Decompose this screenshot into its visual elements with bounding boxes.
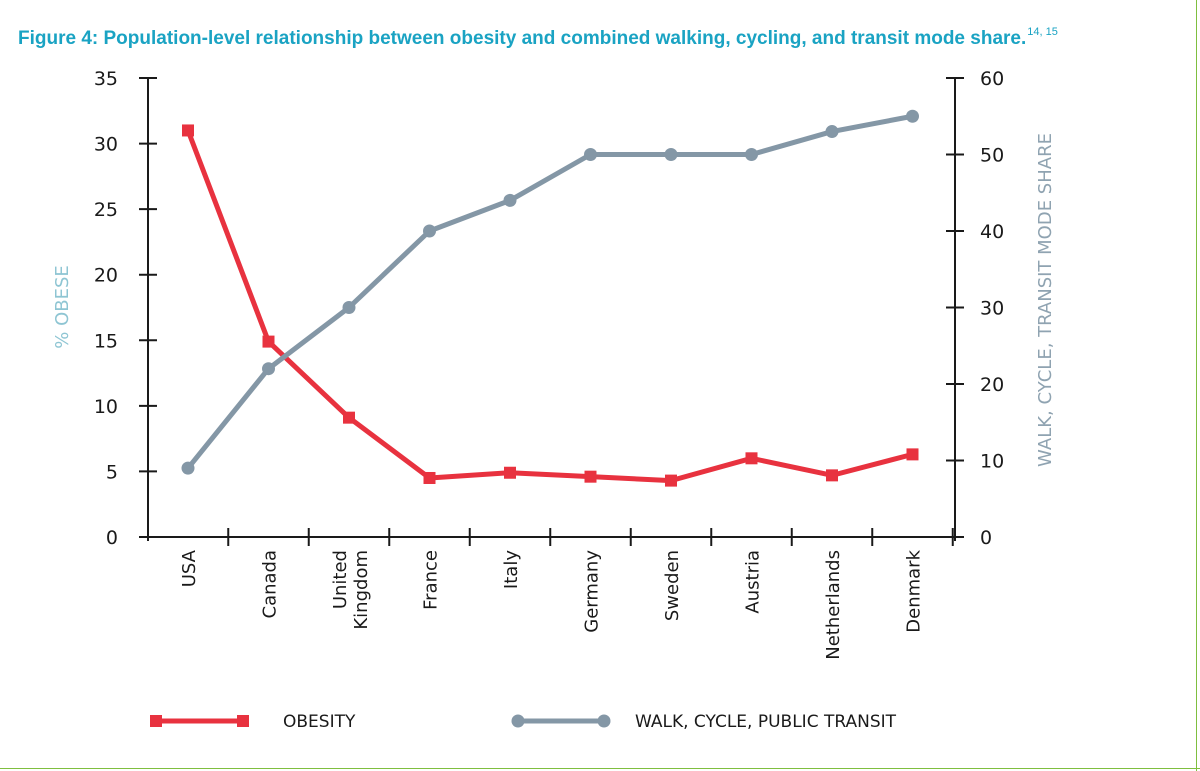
- mode-share-point: [503, 193, 517, 207]
- right-y-tick-label: 10: [980, 451, 1004, 473]
- right-y-tick-label: 40: [980, 221, 1004, 243]
- x-category-label: France: [421, 550, 442, 610]
- x-category-label: Sweden: [662, 550, 683, 621]
- x-category-label: Austria: [743, 550, 764, 614]
- mode-share-point: [906, 109, 919, 123]
- x-category-label: Canada: [260, 550, 281, 619]
- legend-mode-share-marker: [597, 714, 611, 728]
- obesity-point: [665, 474, 677, 487]
- right-y-axis-title: WALK, CYCLE, TRANSIT MODE SHARE: [1035, 133, 1056, 467]
- x-category-label: USA: [179, 549, 200, 587]
- left-y-tick-label: 10: [94, 396, 118, 418]
- left-y-axis-title: % OBESE: [52, 265, 73, 349]
- mode-share-point: [745, 148, 758, 161]
- obesity-point: [826, 469, 838, 482]
- mode-share-point: [584, 148, 597, 161]
- mode-share-point: [181, 461, 195, 475]
- right-y-tick-label: 0: [980, 527, 992, 549]
- x-category-label: UnitedKingdom: [330, 550, 372, 630]
- x-category-label: Denmark: [904, 549, 925, 632]
- mode-share-point: [664, 148, 678, 161]
- x-category-label: Netherlands: [823, 550, 844, 660]
- left-y-tick-label: 20: [94, 265, 118, 287]
- obesity-point: [423, 471, 436, 484]
- right-y-tick-label: 50: [980, 145, 1004, 167]
- left-y-tick-label: 30: [94, 134, 118, 156]
- obesity-point: [584, 470, 597, 483]
- legend-mode-share-label: WALK, CYCLE, PUBLIC TRANSIT: [635, 712, 897, 732]
- left-y-tick-label: 15: [94, 330, 118, 352]
- mode-share-point: [423, 224, 436, 238]
- frame-border-right: [1196, 0, 1197, 771]
- obesity-point: [182, 124, 194, 137]
- mode-share-series-line: [186, 113, 913, 470]
- left-y-tick-label: 35: [94, 68, 118, 90]
- legend-obesity-marker: [237, 715, 249, 727]
- figure-title: Figure 4: Population-level relationship …: [18, 26, 1058, 50]
- legend-mode-share-marker: [511, 714, 525, 728]
- x-category-label: Italy: [501, 550, 522, 589]
- obesity-point: [504, 466, 516, 479]
- obesity-series-line: [185, 129, 914, 484]
- legend-obesity-marker: [150, 715, 162, 727]
- figure-title-refs: 14, 15: [1027, 26, 1058, 38]
- legend-obesity-label: OBESITY: [283, 712, 356, 732]
- obesity-point: [343, 411, 355, 424]
- right-y-tick-label: 20: [980, 374, 1004, 396]
- obesity-point: [262, 335, 275, 348]
- left-y-tick-label: 5: [106, 461, 118, 483]
- figure-title-text: Figure 4: Population-level relationship …: [18, 28, 1027, 49]
- mode-share-point: [342, 301, 356, 314]
- right-y-tick-label: 30: [980, 298, 1004, 320]
- left-y-tick-label: 25: [94, 199, 118, 221]
- x-category-label: Germany: [582, 550, 603, 633]
- obesity-point: [745, 452, 758, 465]
- mode-share-point: [825, 125, 839, 139]
- frame-border-bottom: [0, 768, 1200, 769]
- right-y-tick-label: 60: [980, 68, 1004, 90]
- obesity-point: [906, 448, 919, 461]
- left-y-tick-label: 0: [106, 527, 118, 549]
- mode-share-point: [262, 362, 275, 376]
